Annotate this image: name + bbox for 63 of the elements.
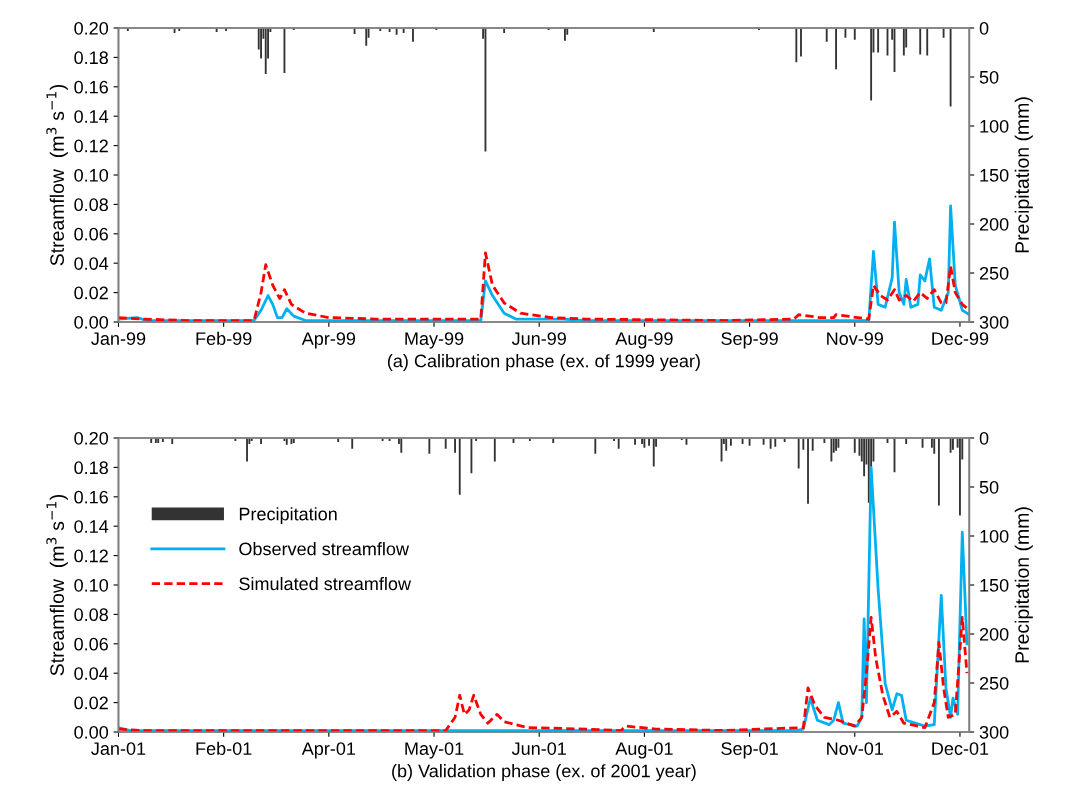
y2-tick-label: 50 bbox=[979, 480, 999, 494]
y2-tick-label: 100 bbox=[980, 529, 1009, 543]
y2-tick-label: 300 bbox=[979, 315, 1009, 329]
y2-tick-label: 300 bbox=[979, 725, 1009, 739]
y-tick-label: 0.00 bbox=[74, 315, 109, 329]
x-tick-label: Jan-99 bbox=[91, 332, 146, 345]
x-tick-label: Dec-01 bbox=[932, 742, 989, 755]
y2-tick-label: 100 bbox=[980, 119, 1009, 133]
y2-tick-label: 50 bbox=[979, 70, 999, 84]
y-tick-label: 0.18 bbox=[74, 461, 108, 475]
x-tick-label: May-01 bbox=[405, 742, 464, 759]
x-tick-label: Jan-01 bbox=[91, 742, 146, 755]
y-tick-label: 0.12 bbox=[74, 139, 108, 153]
x-tick-label: May-99 bbox=[405, 332, 464, 349]
x-axis-title: (b) Validation phase (ex. of 2001 year) bbox=[392, 764, 696, 781]
y-tick-label: 0.16 bbox=[74, 80, 108, 94]
x-tick-label: Aug-01 bbox=[615, 742, 673, 759]
y2-tick-label: 0 bbox=[979, 21, 989, 35]
y2-tick-label: 150 bbox=[980, 168, 1009, 182]
y-tick-label: 0.20 bbox=[74, 21, 109, 35]
x-tick-label: Apr-99 bbox=[301, 332, 356, 349]
y-tick-label: 0.20 bbox=[74, 431, 109, 445]
y-tick-label: 0.10 bbox=[74, 168, 109, 182]
y-tick-label: 0.10 bbox=[74, 578, 109, 592]
x-tick-label: Feb-01 bbox=[196, 741, 252, 755]
legend-label: Simulated streamflow bbox=[239, 576, 412, 591]
y-tick-label: 0.16 bbox=[74, 490, 108, 504]
x-axis-title: (a) Calibration phase (ex. of 1999 year) bbox=[387, 354, 700, 371]
x-tick-label: Jun-01 bbox=[511, 742, 566, 755]
x-tick-label: Sep-99 bbox=[721, 332, 778, 349]
y-tick-label: 0.06 bbox=[74, 227, 108, 241]
x-tick-label: Nov-99 bbox=[827, 332, 884, 345]
y2-axis-title: Precipitation (mm) bbox=[1014, 97, 1033, 253]
x-tick-label: Feb-99 bbox=[196, 331, 252, 345]
y-axis-title: Streamflow (m$^{3}$ s$^{−1}$) bbox=[46, 85, 68, 266]
y-tick-label: 0.06 bbox=[74, 637, 108, 651]
y-tick-label: 0.08 bbox=[74, 198, 108, 212]
y-tick-label: 0.14 bbox=[74, 520, 109, 533]
y-tick-label: 0.02 bbox=[74, 286, 108, 300]
x-tick-label: Sep-01 bbox=[721, 742, 778, 759]
y-tick-label: 0.02 bbox=[74, 696, 108, 710]
x-tick-label: Dec-99 bbox=[932, 332, 989, 345]
y2-tick-label: 200 bbox=[979, 217, 1009, 231]
y2-tick-label: 200 bbox=[979, 627, 1009, 641]
x-tick-label: Jun-99 bbox=[511, 332, 566, 345]
y-tick-label: 0.00 bbox=[74, 725, 109, 739]
x-tick-label: Apr-01 bbox=[301, 742, 356, 759]
y2-tick-label: 250 bbox=[979, 266, 1009, 280]
y-tick-label: 0.04 bbox=[74, 667, 109, 680]
x-tick-label: Aug-99 bbox=[615, 332, 673, 349]
y2-tick-label: 0 bbox=[979, 431, 989, 445]
legend-label: Precipitation bbox=[239, 507, 337, 524]
y-axis-title: Streamflow (m$^{3}$ s$^{−1}$) bbox=[46, 495, 68, 676]
y2-tick-label: 150 bbox=[980, 578, 1009, 592]
legend-label: Observed streamflow bbox=[239, 542, 410, 556]
y-tick-label: 0.12 bbox=[74, 549, 108, 563]
y-tick-label: 0.18 bbox=[74, 51, 108, 65]
y2-tick-label: 250 bbox=[979, 676, 1009, 690]
y2-axis-title: Precipitation (mm) bbox=[1014, 507, 1033, 663]
y-tick-label: 0.14 bbox=[74, 110, 109, 123]
y-tick-label: 0.08 bbox=[74, 608, 108, 622]
y-tick-label: 0.04 bbox=[74, 257, 109, 270]
x-tick-label: Nov-01 bbox=[827, 742, 883, 755]
